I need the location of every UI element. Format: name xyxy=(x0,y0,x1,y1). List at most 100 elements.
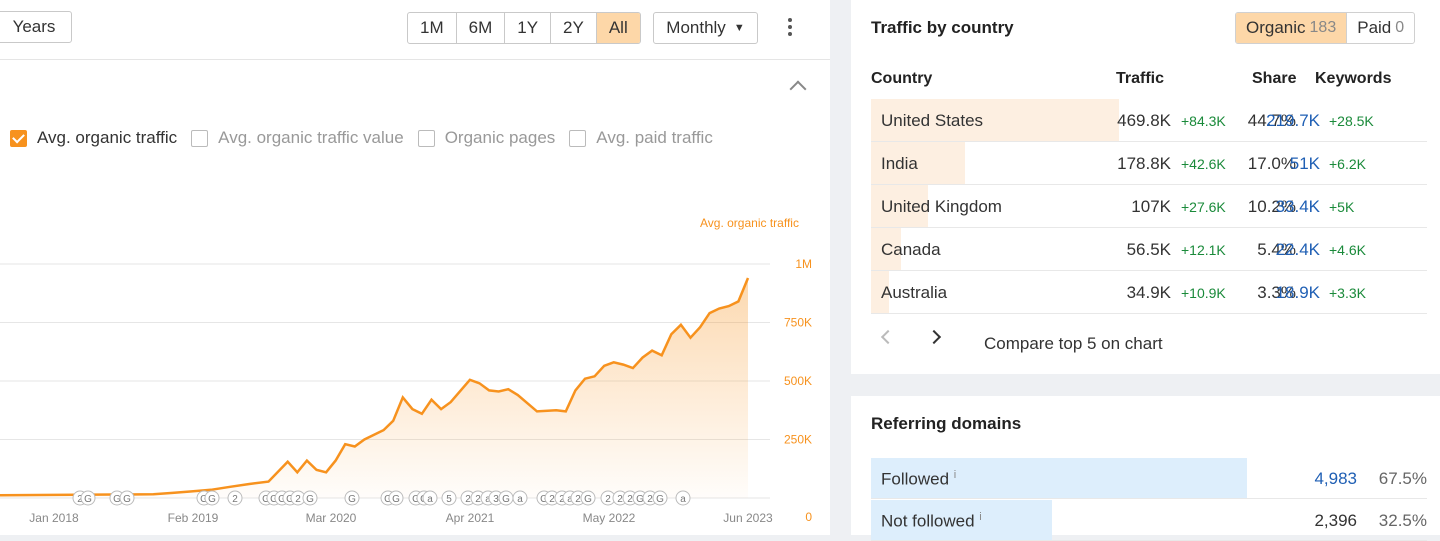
collapse-chevron-icon[interactable] xyxy=(789,80,807,98)
next-page-icon[interactable] xyxy=(926,329,942,345)
col-country[interactable]: Country xyxy=(871,70,933,87)
keywords-value[interactable]: 219.7K xyxy=(1266,111,1320,130)
country-name[interactable]: United States xyxy=(881,111,984,130)
compare-top5-link[interactable]: Compare top 5 on chart xyxy=(984,334,1163,353)
annotation-marker[interactable]: G xyxy=(80,490,96,506)
country-name[interactable]: United Kingdom xyxy=(881,197,1002,216)
organic-label: Organic xyxy=(1246,18,1306,37)
annotation-marker-label: 2 xyxy=(647,494,653,505)
annotation-marker-label: G xyxy=(306,494,314,505)
x-tick-label: Apr 2021 xyxy=(446,511,495,525)
col-keywords[interactable]: Keywords xyxy=(1315,70,1392,87)
more-options-icon[interactable] xyxy=(786,18,794,39)
range-6m[interactable]: 6M xyxy=(457,13,506,43)
card-title: Referring domains xyxy=(871,414,1022,433)
metric-avg-organic-traffic[interactable]: Avg. organic traffic xyxy=(10,128,177,148)
col-share[interactable]: Share xyxy=(1252,70,1297,87)
annotation-marker[interactable]: 2 xyxy=(227,490,243,506)
referring-domains-card: Referring domains Followed i 4,983 67.5%… xyxy=(851,396,1440,541)
overview-panel: Years 1M 6M 1Y 2Y All Monthly ▼ Avg. org… xyxy=(0,0,830,535)
annotation-marker-label: G xyxy=(412,494,420,505)
country-row[interactable]: Canada 56.5K +12.1K 5.4% 22.4K +4.6K xyxy=(871,228,1427,271)
metric-organic-traffic-value[interactable]: Avg. organic traffic value xyxy=(191,128,404,148)
rd-share: 32.5% xyxy=(1378,511,1427,530)
interval-dropdown[interactable]: Monthly ▼ xyxy=(653,12,758,44)
rd-value[interactable]: 2,396 xyxy=(1314,511,1357,530)
annotation-marker[interactable]: G xyxy=(302,490,318,506)
share-value: 5.4% xyxy=(1257,240,1296,259)
annotation-marker[interactable]: G xyxy=(119,490,135,506)
keywords-value[interactable]: 33.4K xyxy=(1275,197,1320,216)
country-row[interactable]: Australia 34.9K +10.9K 3.3% 18.9K +3.3K xyxy=(871,271,1427,314)
country-row[interactable]: United Kingdom 107K +27.6K 10.2% 33.4K +5K xyxy=(871,185,1427,228)
country-name[interactable]: Australia xyxy=(881,283,948,302)
rd-label: Followed i xyxy=(881,469,957,489)
x-tick-label: May 2022 xyxy=(583,511,636,525)
checkbox-icon[interactable] xyxy=(569,129,587,147)
range-1y[interactable]: 1Y xyxy=(505,13,552,43)
organic-paid-toggle: Organic 183 Paid 0 xyxy=(1235,12,1416,44)
dropdown-caret-icon: ▼ xyxy=(733,22,745,34)
annotation-marker-label: G xyxy=(200,494,208,505)
annotation-marker[interactable]: a xyxy=(675,490,691,506)
annotation-marker[interactable]: G xyxy=(204,490,220,506)
card-title: Traffic by country xyxy=(871,18,1014,37)
annotation-marker[interactable]: G xyxy=(580,490,596,506)
paid-tab[interactable]: Paid 0 xyxy=(1346,13,1414,43)
annotation-marker-label: G xyxy=(502,494,510,505)
annotation-marker[interactable]: a xyxy=(512,490,528,506)
metric-organic-pages[interactable]: Organic pages xyxy=(417,128,556,148)
traffic-value: 178.8K xyxy=(1117,154,1171,173)
country-name[interactable]: India xyxy=(881,154,918,173)
annotation-marker-label: G xyxy=(384,494,392,505)
pager xyxy=(880,329,942,345)
annotation-marker[interactable]: G xyxy=(388,490,404,506)
share-value: 10.2% xyxy=(1247,197,1296,216)
annotation-marker[interactable]: G xyxy=(652,490,668,506)
share-bar xyxy=(871,142,966,184)
share-value: 17.0% xyxy=(1247,154,1296,173)
traffic-line[interactable] xyxy=(0,277,750,497)
col-traffic[interactable]: Traffic xyxy=(1116,70,1165,87)
metric-avg-paid-traffic[interactable]: Avg. paid traffic xyxy=(569,128,713,148)
annotation-marker-label: 2 xyxy=(232,494,238,505)
country-row[interactable]: India 178.8K +42.6K 17.0% 51K +6.2K xyxy=(871,142,1427,185)
paid-label: Paid xyxy=(1357,18,1392,37)
checkbox-icon[interactable] xyxy=(191,129,209,147)
country-name[interactable]: Canada xyxy=(881,240,941,259)
x-tick-label: Feb 2019 xyxy=(168,511,219,525)
info-icon[interactable]: i xyxy=(953,469,957,481)
annotation-marker[interactable]: 5 xyxy=(441,490,457,506)
info-icon[interactable]: i xyxy=(979,511,982,523)
metric-label: Organic pages xyxy=(444,128,556,147)
country-row[interactable]: United States 469.8K +84.3K 44.7% 219.7K +28.… xyxy=(871,99,1427,142)
traffic-chart: 1M750K500K250K02GGGGG2GGGG2GGGGGGa522a3G… xyxy=(0,257,812,525)
range-1m[interactable]: 1M xyxy=(408,13,457,43)
range-selector: 1M 6M 1Y 2Y All xyxy=(407,12,641,44)
chart-toolbar: Years 1M 6M 1Y 2Y All Monthly ▼ xyxy=(0,0,830,60)
share-bar xyxy=(871,228,901,270)
keywords-value[interactable]: 22.4K xyxy=(1275,240,1320,259)
checkbox-icon[interactable] xyxy=(417,129,435,147)
annotation-marker-label: 2 xyxy=(617,494,623,505)
organic-tab[interactable]: Organic 183 xyxy=(1236,13,1347,43)
y-tick-label: 0 xyxy=(805,510,812,524)
annotation-marker[interactable]: G xyxy=(498,490,514,506)
keywords-value[interactable]: 51K xyxy=(1289,154,1320,173)
range-all[interactable]: All xyxy=(596,13,640,43)
prev-page-icon[interactable] xyxy=(880,329,896,345)
annotation-marker-label: a xyxy=(567,494,573,505)
years-button[interactable]: Years xyxy=(0,11,72,43)
annotation-marker-label: 2 xyxy=(465,494,471,505)
checkbox-checked-icon[interactable] xyxy=(10,129,27,147)
series-label: Avg. organic traffic xyxy=(700,216,799,230)
annotation-marker-label: G xyxy=(636,494,644,505)
annotation-marker[interactable]: a xyxy=(422,490,438,506)
rd-value[interactable]: 4,983 xyxy=(1314,469,1357,488)
annotation-marker-label: G xyxy=(278,494,286,505)
share-bar xyxy=(871,185,928,227)
keywords-value[interactable]: 18.9K xyxy=(1275,283,1320,302)
annotation-marker[interactable]: G xyxy=(344,490,360,506)
range-2y[interactable]: 2Y xyxy=(551,13,597,43)
annotation-marker-label: 2 xyxy=(627,494,633,505)
